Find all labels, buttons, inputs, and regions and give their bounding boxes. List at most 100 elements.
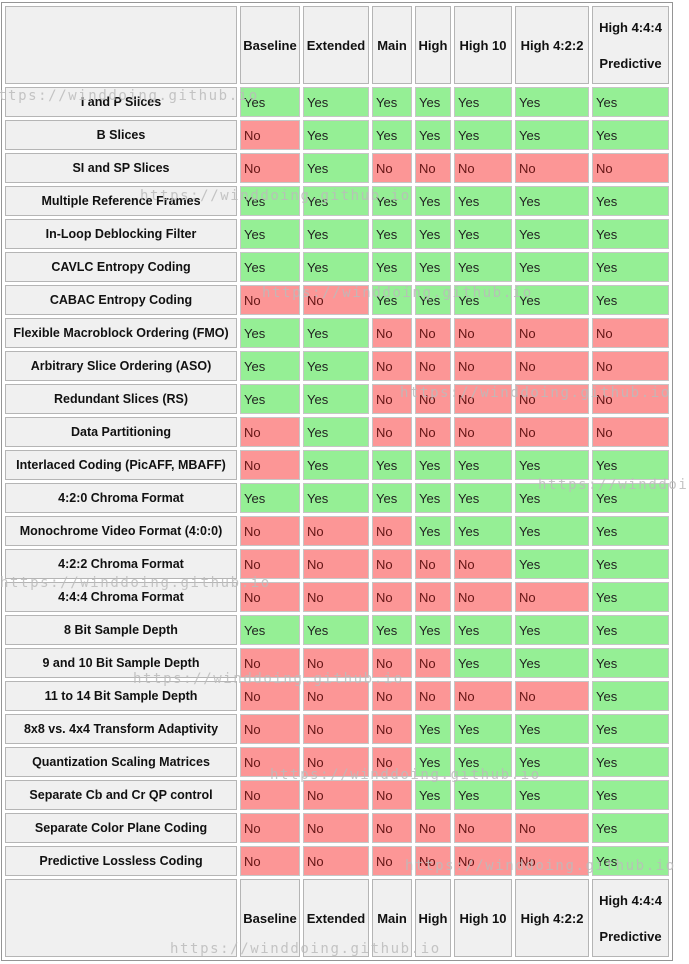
header-column-header-high-444-predictive: High 4:4:4 Predictive xyxy=(592,6,669,84)
feature-cell-high-10: No xyxy=(454,582,512,612)
footer-column-header-high: High xyxy=(415,879,451,957)
feature-cell-high-422: No xyxy=(515,153,589,183)
feature-cell-high-422: Yes xyxy=(515,648,589,678)
feature-cell-main: No xyxy=(372,714,412,744)
feature-cell-high-444-predictive: Yes xyxy=(592,285,669,315)
table-row: Data Partitioning No Yes No No No No No xyxy=(5,417,669,447)
table-row: SI and SP Slices No Yes No No No No No xyxy=(5,153,669,183)
feature-cell-high-10: Yes xyxy=(454,483,512,513)
header-column-header-main: Main xyxy=(372,6,412,84)
feature-cell-extended: No xyxy=(303,780,369,810)
feature-cell-extended: Yes xyxy=(303,351,369,381)
feature-cell-high-422: Yes xyxy=(515,186,589,216)
footer-column-header-main: Main xyxy=(372,879,412,957)
row-label: 8x8 vs. 4x4 Transform Adaptivity xyxy=(5,714,237,744)
feature-cell-high-10: Yes xyxy=(454,87,512,117)
feature-cell-high-444-predictive: Yes xyxy=(592,615,669,645)
row-label: 4:2:2 Chroma Format xyxy=(5,549,237,579)
feature-cell-main: Yes xyxy=(372,252,412,282)
column-header-line: Main xyxy=(377,910,407,926)
feature-cell-main: No xyxy=(372,648,412,678)
row-label: Arbitrary Slice Ordering (ASO) xyxy=(5,351,237,381)
feature-cell-high-444-predictive: Yes xyxy=(592,846,669,876)
feature-cell-main: No xyxy=(372,780,412,810)
table-row: Redundant Slices (RS) Yes Yes No No No No No xyxy=(5,384,669,414)
feature-cell-high-10: Yes xyxy=(454,516,512,546)
feature-cell-high: Yes xyxy=(415,120,451,150)
feature-cell-high-444-predictive: Yes xyxy=(592,483,669,513)
feature-cell-high: Yes xyxy=(415,747,451,777)
row-label: 4:2:0 Chroma Format xyxy=(5,483,237,513)
feature-cell-main: No xyxy=(372,417,412,447)
feature-cell-baseline: No xyxy=(240,153,300,183)
row-label: Redundant Slices (RS) xyxy=(5,384,237,414)
feature-cell-baseline: No xyxy=(240,681,300,711)
feature-cell-main: Yes xyxy=(372,285,412,315)
feature-cell-high: No xyxy=(415,153,451,183)
feature-cell-baseline: Yes xyxy=(240,219,300,249)
feature-cell-baseline: Yes xyxy=(240,384,300,414)
feature-cell-main: No xyxy=(372,846,412,876)
feature-cell-extended: Yes xyxy=(303,450,369,480)
feature-cell-high: Yes xyxy=(415,450,451,480)
feature-cell-high-444-predictive: Yes xyxy=(592,813,669,843)
feature-cell-high-422: No xyxy=(515,318,589,348)
feature-cell-high-444-predictive: No xyxy=(592,318,669,348)
feature-cell-high-422: No xyxy=(515,681,589,711)
table-row: Arbitrary Slice Ordering (ASO) Yes Yes No No… xyxy=(5,351,669,381)
row-label: B Slices xyxy=(5,120,237,150)
row-label: Interlaced Coding (PicAFF, MBAFF) xyxy=(5,450,237,480)
footer-column-header-baseline: Baseline xyxy=(240,879,300,957)
table-row: Quantization Scaling Matrices No No No Yes Ye… xyxy=(5,747,669,777)
feature-cell-main: No xyxy=(372,681,412,711)
feature-cell-high-444-predictive: Yes xyxy=(592,681,669,711)
feature-cell-high: No xyxy=(415,648,451,678)
table-row: Separate Cb and Cr QP control No No No Yes Ye… xyxy=(5,780,669,810)
feature-cell-high-422: Yes xyxy=(515,483,589,513)
feature-cell-high-422: No xyxy=(515,582,589,612)
row-label: 9 and 10 Bit Sample Depth xyxy=(5,648,237,678)
row-label: Flexible Macroblock Ordering (FMO) xyxy=(5,318,237,348)
feature-cell-high: No xyxy=(415,846,451,876)
column-header-line: High 4:4:4 xyxy=(599,19,662,35)
table-row: Multiple Reference Frames Yes Yes Yes Yes Yes… xyxy=(5,186,669,216)
feature-cell-high-10: No xyxy=(454,549,512,579)
table-row: CAVLC Entropy Coding Yes Yes Yes Yes Yes Yes Ye… xyxy=(5,252,669,282)
feature-cell-high-422: Yes xyxy=(515,780,589,810)
row-label: Quantization Scaling Matrices xyxy=(5,747,237,777)
row-label: 11 to 14 Bit Sample Depth xyxy=(5,681,237,711)
feature-cell-high-444-predictive: Yes xyxy=(592,450,669,480)
feature-cell-high-422: Yes xyxy=(515,120,589,150)
table-row: Interlaced Coding (PicAFF, MBAFF) No Yes Ye… xyxy=(5,450,669,480)
footer-column-header-high-10: High 10 xyxy=(454,879,512,957)
feature-cell-high-10: No xyxy=(454,351,512,381)
feature-cell-main: Yes xyxy=(372,219,412,249)
feature-cell-high-422: Yes xyxy=(515,516,589,546)
table-row: 4:2:2 Chroma Format No No No No No Yes Yes xyxy=(5,549,669,579)
feature-cell-high-444-predictive: No xyxy=(592,351,669,381)
feature-cell-high: Yes xyxy=(415,186,451,216)
feature-cell-main: No xyxy=(372,318,412,348)
feature-cell-high-444-predictive: Yes xyxy=(592,582,669,612)
row-label: SI and SP Slices xyxy=(5,153,237,183)
feature-cell-high-422: Yes xyxy=(515,87,589,117)
feature-cell-extended: No xyxy=(303,747,369,777)
feature-cell-main: Yes xyxy=(372,186,412,216)
feature-cell-main: Yes xyxy=(372,120,412,150)
feature-cell-high-10: Yes xyxy=(454,120,512,150)
feature-cell-high-422: Yes xyxy=(515,285,589,315)
feature-cell-high-10: Yes xyxy=(454,186,512,216)
header-column-header-high: High xyxy=(415,6,451,84)
feature-cell-high-444-predictive: Yes xyxy=(592,549,669,579)
feature-cell-baseline: No xyxy=(240,714,300,744)
feature-cell-baseline: Yes xyxy=(240,252,300,282)
feature-cell-extended: Yes xyxy=(303,219,369,249)
feature-cell-extended: No xyxy=(303,516,369,546)
column-header-line: High 4:2:2 xyxy=(520,37,584,53)
feature-cell-high-422: No xyxy=(515,846,589,876)
feature-cell-high-444-predictive: Yes xyxy=(592,780,669,810)
feature-cell-main: Yes xyxy=(372,483,412,513)
feature-cell-high-422: Yes xyxy=(515,252,589,282)
header-row: Baseline Extended Main High High 10 High 4:2:… xyxy=(5,6,669,84)
table-row: Flexible Macroblock Ordering (FMO) Yes Yes… xyxy=(5,318,669,348)
